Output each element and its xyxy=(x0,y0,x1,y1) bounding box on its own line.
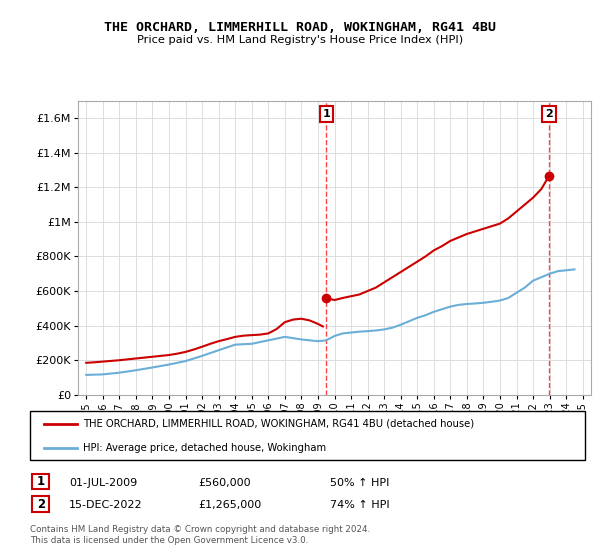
Text: £560,000: £560,000 xyxy=(198,478,251,488)
Text: 74% ↑ HPI: 74% ↑ HPI xyxy=(330,500,389,510)
Text: Contains HM Land Registry data © Crown copyright and database right 2024.
This d: Contains HM Land Registry data © Crown c… xyxy=(30,525,370,545)
Text: 1: 1 xyxy=(37,475,45,488)
Text: 50% ↑ HPI: 50% ↑ HPI xyxy=(330,478,389,488)
Text: HPI: Average price, detached house, Wokingham: HPI: Average price, detached house, Woki… xyxy=(83,443,326,453)
Text: 01-JUL-2009: 01-JUL-2009 xyxy=(69,478,137,488)
Text: 2: 2 xyxy=(37,497,45,511)
Text: 1: 1 xyxy=(322,109,330,119)
Text: THE ORCHARD, LIMMERHILL ROAD, WOKINGHAM, RG41 4BU: THE ORCHARD, LIMMERHILL ROAD, WOKINGHAM,… xyxy=(104,21,496,34)
Text: 2: 2 xyxy=(545,109,553,119)
Text: 15-DEC-2022: 15-DEC-2022 xyxy=(69,500,143,510)
Text: THE ORCHARD, LIMMERHILL ROAD, WOKINGHAM, RG41 4BU (detached house): THE ORCHARD, LIMMERHILL ROAD, WOKINGHAM,… xyxy=(83,419,474,429)
Text: £1,265,000: £1,265,000 xyxy=(198,500,261,510)
Text: Price paid vs. HM Land Registry's House Price Index (HPI): Price paid vs. HM Land Registry's House … xyxy=(137,35,463,45)
